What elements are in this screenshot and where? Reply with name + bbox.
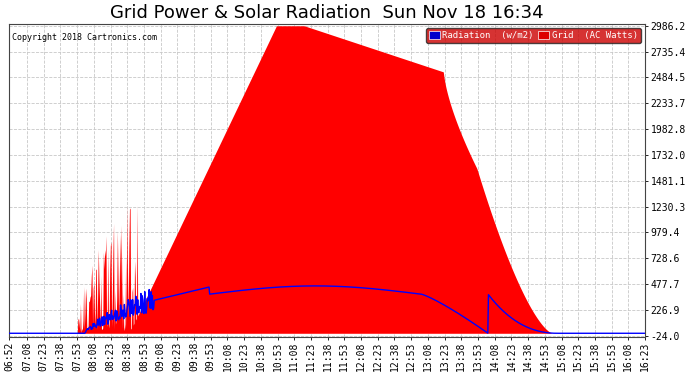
Legend: Radiation  (w/m2), Grid  (AC Watts): Radiation (w/m2), Grid (AC Watts) [426, 28, 640, 43]
Title: Grid Power & Solar Radiation  Sun Nov 18 16:34: Grid Power & Solar Radiation Sun Nov 18 … [110, 4, 544, 22]
Text: Copyright 2018 Cartronics.com: Copyright 2018 Cartronics.com [12, 33, 157, 42]
